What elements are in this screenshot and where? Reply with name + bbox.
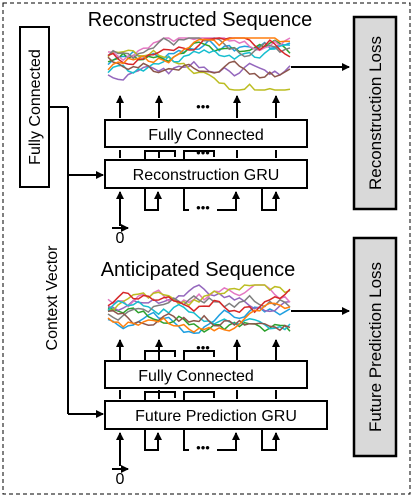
fc-side-label: Fully Connected — [27, 49, 44, 165]
svg-text:0: 0 — [116, 230, 125, 247]
anticipated-sequence-title: Anticipated Sequence — [101, 259, 296, 281]
future-prediction-loss-label: Future Prediction Loss — [366, 262, 385, 432]
reconstruction-loss-label: Reconstruction Loss — [366, 36, 385, 190]
top-output-arrows — [116, 95, 280, 118]
sequence-line — [107, 300, 291, 331]
sequence-line — [107, 56, 291, 79]
sequence-line — [107, 302, 291, 334]
sequence-line — [107, 294, 291, 322]
sequence-line — [107, 288, 291, 314]
context-vector-label: Context Vector — [44, 245, 61, 351]
fc-top-box: Fully Connected — [104, 119, 308, 148]
sequence-line — [107, 37, 291, 60]
bottom-step-lines — [119, 390, 277, 401]
reconstructed-sequence-title: Reconstructed Sequence — [88, 9, 313, 31]
outer-frame — [2, 2, 411, 495]
anticipated-sequence-plot — [107, 284, 291, 335]
ellipsis-top-2: ••• — [196, 145, 210, 160]
reconstruction-loss-box: Reconstruction Loss — [352, 15, 398, 211]
ellipsis-bottom-1: ••• — [196, 340, 210, 355]
future-prediction-loss-box: Future Prediction Loss — [352, 236, 398, 458]
fc-top-label: Fully Connected — [148, 127, 264, 144]
top-recurrent-lines — [116, 188, 280, 226]
ellipsis-bottom-3: ••• — [196, 440, 210, 455]
sequence-line — [107, 284, 291, 312]
zero-vector-top: 0 — [112, 224, 129, 247]
sequence-line — [107, 60, 291, 81]
reconstructed-sequence-plot — [107, 37, 291, 91]
sequence-line — [107, 309, 291, 332]
sequence-line — [107, 37, 291, 66]
top-step-lines — [119, 150, 277, 160]
ellipsis-top-3: ••• — [196, 200, 210, 215]
reconstruction-gru-label: Reconstruction GRU — [133, 167, 280, 184]
reconstruction-gru-box: Reconstruction GRU — [104, 159, 308, 189]
sequence-line — [107, 37, 291, 71]
future-gru-box: Future Prediction GRU — [104, 400, 328, 430]
future-gru-label: Future Prediction GRU — [135, 408, 297, 425]
ellipsis-top-1: ••• — [196, 99, 210, 114]
context-vector-line — [49, 106, 104, 418]
svg-text:0: 0 — [116, 471, 125, 488]
sequence-line — [107, 49, 291, 91]
fc-side-box: Fully Connected — [19, 26, 50, 188]
zero-vector-bottom: 0 — [112, 465, 129, 488]
fc-bottom-box: Fully Connected — [104, 360, 308, 389]
fc-bottom-label: Fully Connected — [138, 368, 254, 385]
bottom-recurrent-lines — [116, 429, 280, 466]
sequence-line — [107, 44, 291, 74]
bottom-top-steps — [144, 350, 215, 360]
